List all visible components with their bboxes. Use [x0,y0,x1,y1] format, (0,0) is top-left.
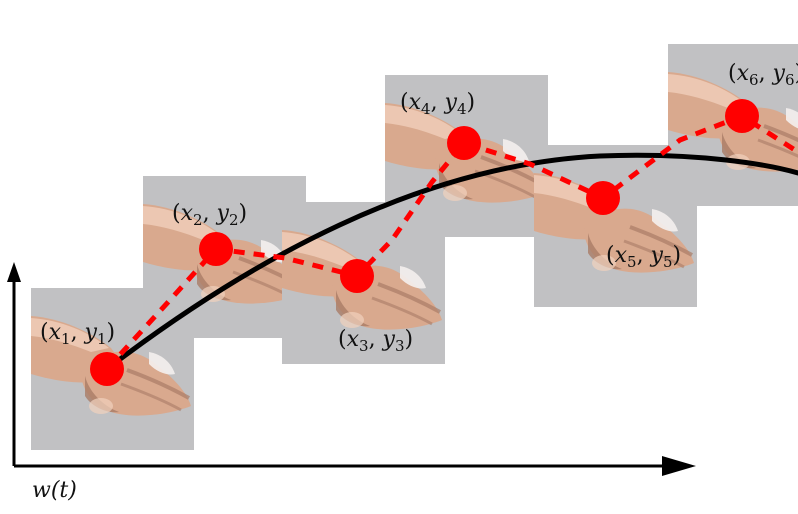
marker-tape [400,266,426,289]
finger-crease [629,225,693,257]
marker-tape [786,108,798,129]
hand-frame [534,145,697,307]
vertical-axis-arrowhead [7,262,21,282]
fingertip [592,255,616,271]
keypoint-marker [90,352,124,386]
finger-crease [371,296,433,326]
finger-crease [126,368,190,400]
finger-crease [623,239,685,269]
forearm-highlight [668,74,746,108]
keypoint-marker [447,126,481,160]
keypoint-marker [340,259,374,293]
keypoint-labels: (x1, y1) (x2, y2) (x3, y3) (x4, y4) (x5, y5)… [40,61,798,355]
keypoint-label: (x2, y2) [172,201,247,229]
marker-tape [149,352,175,375]
keypoint-label: (x4, y4) [400,90,475,118]
finger-crease [377,282,441,314]
forearm-highlight [385,105,463,139]
keypoint-markers [90,99,759,386]
keypoint-label: (x1, y1) [40,320,115,348]
smooth-trajectory-curve [104,152,798,372]
forearm-highlight [143,206,221,240]
fingertip [89,398,113,414]
keypoint-label: (x5, y5) [606,243,681,271]
keypoint-label: (x6, y6) [728,61,798,89]
marker-tape [652,209,678,232]
keypoint-marker [586,181,620,215]
finger-crease [757,138,798,158]
finger-crease [763,124,798,143]
keypoint-marker [199,232,233,266]
fingertip [443,185,467,201]
forearm-highlight [282,232,360,266]
time-axis-label: w(t) [32,478,77,503]
finger-crease [120,382,182,412]
keypoint-label: (x3, y3) [338,327,413,355]
keypoint-marker [725,99,759,133]
fingertip [340,312,364,328]
time-axis-arrowhead [662,456,696,476]
forearm-highlight [31,318,109,352]
